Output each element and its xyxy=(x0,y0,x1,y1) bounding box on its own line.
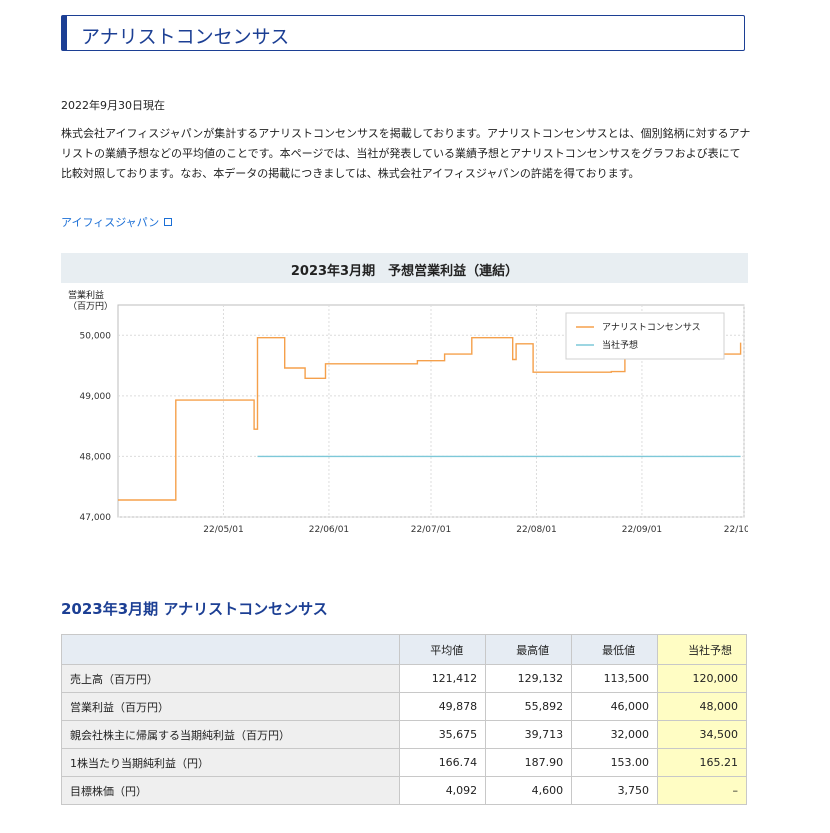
company-forecast-value: 165.21 xyxy=(657,748,747,777)
average-value: 121,412 xyxy=(399,664,487,693)
table-header-row: 平均値 最高値 最低値 当社予想 xyxy=(60,634,747,665)
row-label: 売上高（百万円） xyxy=(60,664,401,693)
header-high: 最高値 xyxy=(485,634,573,665)
header-label-cell xyxy=(60,634,401,665)
page-title: アナリストコンセンサス xyxy=(61,15,745,51)
row-label: 営業利益（百万円） xyxy=(60,692,401,721)
average-value: 166.74 xyxy=(399,748,487,777)
average-value: 35,675 xyxy=(399,720,487,749)
high-value: 4,600 xyxy=(485,776,573,805)
header-average: 平均値 xyxy=(399,634,487,665)
x-tick-label: 22/06/01 xyxy=(309,525,349,535)
x-tick-label: 22/05/01 xyxy=(203,525,243,535)
external-link-icon xyxy=(164,218,173,226)
x-tick-label: 22/07/01 xyxy=(411,525,451,535)
legend-label: アナリストコンセンサス xyxy=(602,322,701,333)
header-low: 最低値 xyxy=(571,634,659,665)
average-value: 4,092 xyxy=(399,776,487,805)
table-row: 営業利益（百万円） 49,878 55,892 46,000 48,000 xyxy=(60,692,747,721)
legend-label: 当社予想 xyxy=(602,339,638,351)
company-forecast-value: 48,000 xyxy=(657,692,747,721)
low-value: 3,750 xyxy=(571,776,659,805)
chart-legend xyxy=(565,312,725,360)
page-title-text: アナリストコンセンサス xyxy=(81,26,290,48)
table-row: 売上高（百万円） 121,412 129,132 113,500 120,000 xyxy=(60,664,747,693)
average-value: 49,878 xyxy=(399,692,487,721)
high-value: 55,892 xyxy=(485,692,573,721)
high-value: 129,132 xyxy=(485,664,573,693)
y-axis-label-line2: （百万円） xyxy=(68,301,113,312)
chart-title: 2023年3月期 予想営業利益（連結） xyxy=(290,264,519,279)
table-row: 目標株価（円） 4,092 4,600 3,750 – xyxy=(60,776,747,805)
low-value: 153.00 xyxy=(571,748,659,777)
table-row: 1株当たり当期純利益（円） 166.74 187.90 153.00 165.2… xyxy=(60,748,747,777)
as-of-date: 2022年9月30日現在 xyxy=(61,99,165,112)
y-tick-label: 50,000 xyxy=(80,331,112,341)
chart-header: 2023年3月期 予想営業利益（連結） xyxy=(61,253,748,283)
y-axis-label-line1: 営業利益 xyxy=(68,289,104,301)
row-label: 1株当たり当期純利益（円） xyxy=(60,748,401,777)
high-value: 187.90 xyxy=(485,748,573,777)
high-value: 39,713 xyxy=(485,720,573,749)
chart-plot-svg: 営業利益 （百万円） 47,000 48,000 49,000 50,000 22/05… xyxy=(68,289,748,535)
description-text: 株式会社アイフィスジャパンが集計するアナリストコンセンサスを掲載しております。ア… xyxy=(61,127,751,180)
row-label: 目標株価（円） xyxy=(60,776,401,805)
low-value: 46,000 xyxy=(571,692,659,721)
chart-container: 2023年3月期 予想営業利益（連結） 営業利益 （百万円） 47,000 48,… xyxy=(61,253,748,543)
x-tick-label: 22/08/01 xyxy=(516,525,556,535)
low-value: 113,500 xyxy=(571,664,659,693)
x-tick-label: 22/10/01 xyxy=(724,525,748,535)
company-forecast-value: – xyxy=(657,776,747,805)
ifis-japan-link[interactable]: アイフィスジャパン xyxy=(61,214,173,230)
y-tick-label: 47,000 xyxy=(80,513,112,523)
company-forecast-value: 120,000 xyxy=(657,664,747,693)
x-tick-label: 22/09/01 xyxy=(622,525,662,535)
y-tick-label: 49,000 xyxy=(80,392,112,402)
consensus-table: 平均値 最高値 最低値 当社予想 売上高（百万円） 121,412 129,13… xyxy=(60,634,747,805)
table-row: 親会社株主に帰属する当期純利益（百万円） 35,675 39,713 32,00… xyxy=(60,720,747,749)
consensus-table-title: 2023年3月期 アナリストコンセンサス xyxy=(61,600,328,618)
y-tick-label: 48,000 xyxy=(80,452,112,462)
header-company-forecast: 当社予想 xyxy=(657,634,747,665)
low-value: 32,000 xyxy=(571,720,659,749)
ifis-japan-link-label: アイフィスジャパン xyxy=(61,216,160,229)
row-label: 親会社株主に帰属する当期純利益（百万円） xyxy=(60,720,401,749)
company-forecast-value: 34,500 xyxy=(657,720,747,749)
